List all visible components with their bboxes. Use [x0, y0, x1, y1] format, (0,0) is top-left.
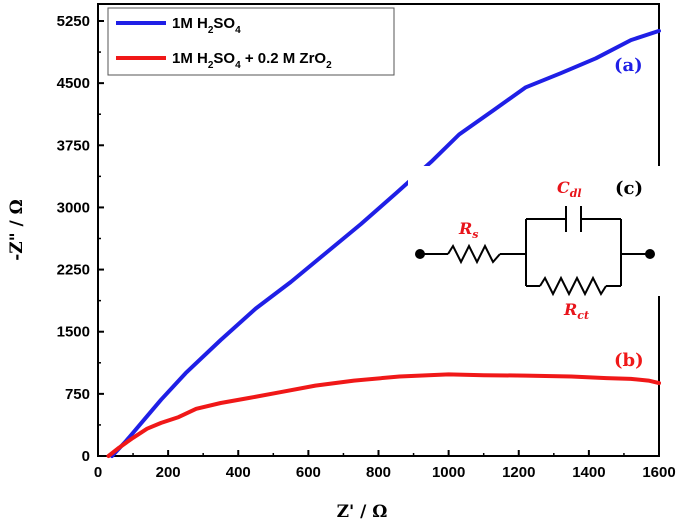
legend-label-1m-h2so4-zro2: 1M H2SO4 + 0.2 M ZrO2 — [172, 50, 332, 71]
x-tick-label: 800 — [366, 464, 391, 481]
rs-label: Rs — [458, 219, 479, 241]
curve-label-b: (b) — [614, 350, 644, 371]
x-tick-label: 1600 — [642, 464, 675, 481]
x-tick-label: 400 — [226, 464, 251, 481]
y-tick-label: 3750 — [57, 137, 90, 154]
legend-box — [107, 7, 395, 76]
inset-panel-label: (c) — [615, 178, 643, 199]
x-tick-label: 1400 — [572, 464, 605, 481]
legend: 1M H2SO4 1M H2SO4 + 0.2 M ZrO2 — [107, 7, 395, 76]
y-tick-label: 0 — [82, 448, 90, 465]
x-tick-label: 600 — [296, 464, 321, 481]
x-tick-label: 1000 — [432, 464, 465, 481]
y-tick-label: 4500 — [57, 75, 90, 92]
y-tick-label: 5250 — [57, 13, 90, 30]
y-tick-label: 3000 — [57, 199, 90, 216]
x-tick-label: 1200 — [502, 464, 535, 481]
curve-label-a: (a) — [614, 55, 643, 76]
resistor-rs-symbol — [447, 243, 501, 265]
rct-label: Rct — [563, 300, 589, 322]
legend-label-1m-h2so4: 1M H2SO4 — [172, 15, 241, 36]
series-line-a — [110, 28, 661, 458]
x-tick-label: 0 — [94, 464, 102, 481]
series-group — [106, 28, 661, 458]
series-line-b — [106, 372, 661, 458]
equivalent-circuit-inset: (c) Rs Cdl Rct — [408, 166, 664, 322]
x-axis-title: Z' / Ω — [337, 502, 388, 522]
axis-ticks: 0 200 400 600 800 1000 1200 1400 1600 0 750 1500 225… — [57, 13, 676, 481]
y-tick-label: 1500 — [57, 324, 90, 341]
y-axis-title: -Z" / Ω — [7, 199, 27, 261]
resistor-rct-symbol — [539, 275, 607, 297]
cdl-label: Cdl — [557, 178, 582, 200]
y-tick-label: 2250 — [57, 262, 90, 279]
x-tick-label: 200 — [156, 464, 181, 481]
y-tick-label: 750 — [65, 386, 90, 403]
